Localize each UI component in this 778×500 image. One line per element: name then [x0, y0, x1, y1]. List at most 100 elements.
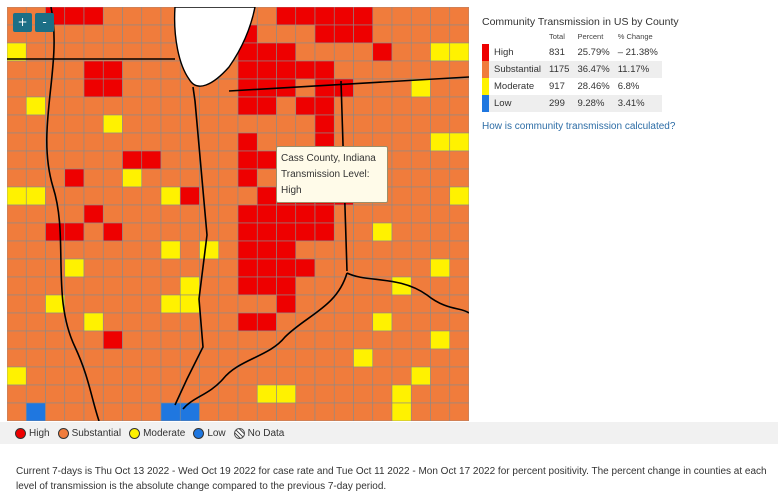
county-substantial[interactable] — [25, 168, 46, 188]
county-high[interactable] — [256, 96, 277, 116]
county-substantial[interactable] — [256, 330, 277, 350]
county-substantial[interactable] — [218, 312, 239, 332]
county-substantial[interactable] — [160, 78, 181, 98]
county-substantial[interactable] — [314, 42, 335, 62]
county-moderate[interactable] — [372, 222, 393, 242]
county-substantial[interactable] — [141, 402, 162, 421]
county-substantial[interactable] — [64, 402, 85, 421]
county-high[interactable] — [237, 312, 258, 332]
county-substantial[interactable] — [237, 294, 258, 314]
county-substantial[interactable] — [391, 168, 412, 188]
county-high[interactable] — [295, 258, 316, 278]
county-substantial[interactable] — [199, 132, 220, 152]
county-substantial[interactable] — [314, 384, 335, 404]
county-substantial[interactable] — [64, 150, 85, 170]
county-substantial[interactable] — [199, 312, 220, 332]
county-substantial[interactable] — [333, 384, 354, 404]
county-substantial[interactable] — [430, 114, 451, 134]
county-substantial[interactable] — [141, 132, 162, 152]
county-substantial[interactable] — [333, 366, 354, 386]
county-substantial[interactable] — [160, 258, 181, 278]
county-substantial[interactable] — [7, 294, 27, 314]
county-substantial[interactable] — [141, 7, 162, 26]
county-substantial[interactable] — [430, 96, 451, 116]
county-substantial[interactable] — [141, 348, 162, 368]
county-substantial[interactable] — [7, 402, 27, 421]
county-substantial[interactable] — [45, 312, 66, 332]
county-substantial[interactable] — [7, 168, 27, 188]
county-substantial[interactable] — [83, 294, 104, 314]
county-high[interactable] — [276, 258, 297, 278]
county-substantial[interactable] — [122, 348, 143, 368]
county-substantial[interactable] — [218, 132, 239, 152]
county-high[interactable] — [256, 150, 277, 170]
county-substantial[interactable] — [179, 222, 200, 242]
county-moderate[interactable] — [7, 366, 27, 386]
county-high[interactable] — [237, 60, 258, 80]
county-substantial[interactable] — [45, 402, 66, 421]
county-substantial[interactable] — [45, 204, 66, 224]
county-substantial[interactable] — [83, 330, 104, 350]
county-substantial[interactable] — [391, 240, 412, 260]
county-substantial[interactable] — [353, 240, 374, 260]
county-substantial[interactable] — [7, 150, 27, 170]
county-substantial[interactable] — [45, 384, 66, 404]
county-substantial[interactable] — [218, 294, 239, 314]
county-substantial[interactable] — [391, 312, 412, 332]
county-substantial[interactable] — [430, 24, 451, 44]
how-calculated-link[interactable]: How is community transmission calculated… — [482, 121, 676, 132]
county-high[interactable] — [314, 114, 335, 134]
county-substantial[interactable] — [276, 24, 297, 44]
county-substantial[interactable] — [430, 78, 451, 98]
county-substantial[interactable] — [391, 42, 412, 62]
county-substantial[interactable] — [410, 24, 431, 44]
county-substantial[interactable] — [449, 294, 469, 314]
county-substantial[interactable] — [25, 330, 46, 350]
legend-item-high[interactable]: High — [15, 427, 50, 439]
county-substantial[interactable] — [102, 312, 123, 332]
county-substantial[interactable] — [256, 402, 277, 421]
county-substantial[interactable] — [410, 7, 431, 26]
county-substantial[interactable] — [7, 204, 27, 224]
county-substantial[interactable] — [449, 402, 469, 421]
county-substantial[interactable] — [25, 222, 46, 242]
county-high[interactable] — [276, 7, 297, 26]
county-substantial[interactable] — [83, 96, 104, 116]
county-moderate[interactable] — [391, 402, 412, 421]
county-substantial[interactable] — [25, 150, 46, 170]
county-substantial[interactable] — [449, 384, 469, 404]
county-substantial[interactable] — [410, 330, 431, 350]
county-substantial[interactable] — [353, 60, 374, 80]
county-substantial[interactable] — [122, 330, 143, 350]
county-substantial[interactable] — [25, 60, 46, 80]
county-substantial[interactable] — [141, 96, 162, 116]
county-substantial[interactable] — [295, 348, 316, 368]
county-substantial[interactable] — [410, 186, 431, 206]
county-substantial[interactable] — [45, 366, 66, 386]
county-substantial[interactable] — [218, 222, 239, 242]
county-substantial[interactable] — [372, 114, 393, 134]
legend-item-moderate[interactable]: Moderate — [129, 427, 185, 439]
county-substantial[interactable] — [237, 330, 258, 350]
county-high[interactable] — [276, 222, 297, 242]
county-high[interactable] — [314, 96, 335, 116]
county-high[interactable] — [295, 222, 316, 242]
county-high[interactable] — [256, 186, 277, 206]
county-moderate[interactable] — [410, 78, 431, 98]
county-substantial[interactable] — [449, 258, 469, 278]
county-substantial[interactable] — [410, 132, 431, 152]
county-substantial[interactable] — [218, 150, 239, 170]
county-substantial[interactable] — [7, 114, 27, 134]
county-substantial[interactable] — [314, 294, 335, 314]
county-substantial[interactable] — [295, 78, 316, 98]
county-substantial[interactable] — [160, 132, 181, 152]
county-substantial[interactable] — [449, 24, 469, 44]
county-substantial[interactable] — [199, 348, 220, 368]
county-high[interactable] — [314, 24, 335, 44]
county-moderate[interactable] — [449, 132, 469, 152]
county-substantial[interactable] — [141, 222, 162, 242]
county-map[interactable] — [7, 7, 469, 421]
county-substantial[interactable] — [141, 204, 162, 224]
county-substantial[interactable] — [122, 114, 143, 134]
county-substantial[interactable] — [218, 402, 239, 421]
